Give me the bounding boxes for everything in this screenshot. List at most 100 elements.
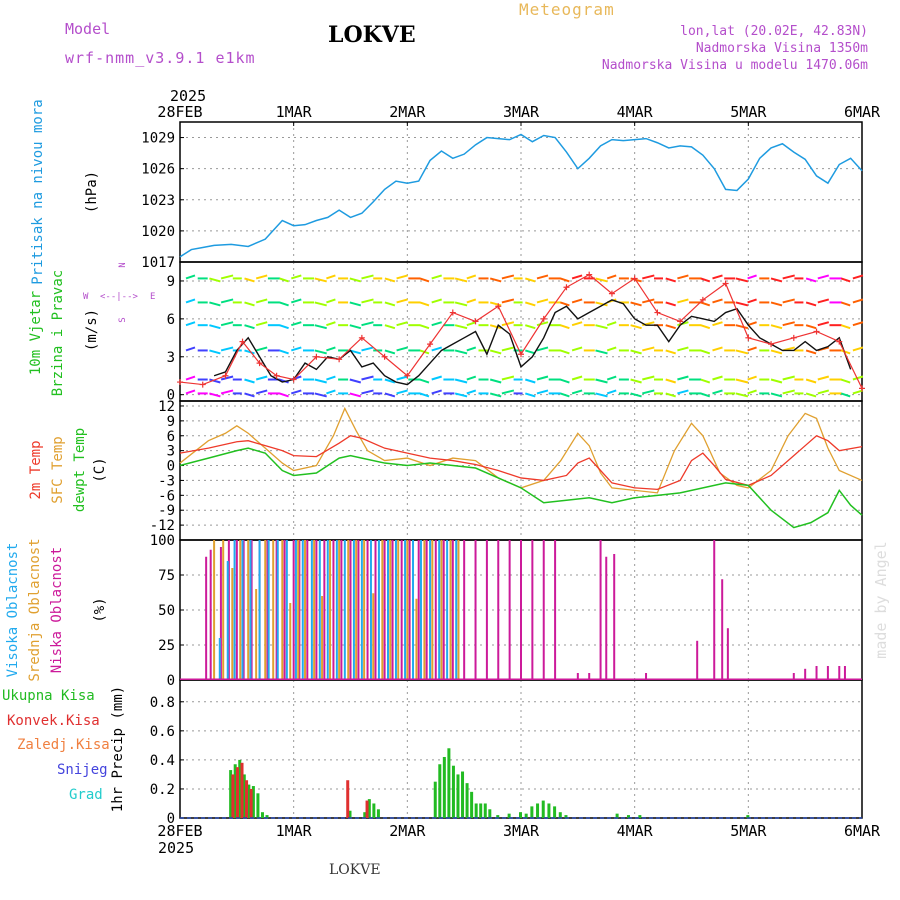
wind-barb bbox=[454, 378, 468, 384]
precip-bar bbox=[465, 783, 469, 818]
wind-barb bbox=[279, 277, 289, 283]
wind-barb bbox=[220, 321, 234, 327]
wind-barb bbox=[817, 375, 830, 381]
wind-barb bbox=[571, 321, 583, 327]
wind-barb bbox=[852, 375, 864, 381]
wind-barb bbox=[466, 298, 477, 304]
wind-barb bbox=[209, 324, 221, 330]
wind-barb bbox=[852, 274, 864, 280]
temp-2m-line bbox=[179, 434, 863, 491]
wind-barb bbox=[606, 389, 617, 395]
y-tick-label: 9 bbox=[167, 274, 175, 290]
wind-barb bbox=[747, 375, 757, 381]
y-tick-label: 0.2 bbox=[150, 782, 175, 798]
precip-bar bbox=[479, 803, 483, 818]
wind-barb bbox=[805, 378, 817, 384]
wind-barb bbox=[501, 346, 515, 352]
x-tick-label-bottom: 5MAR bbox=[730, 822, 767, 840]
wind-barb bbox=[747, 321, 757, 327]
x-tick-label-bottom: 2MAR bbox=[389, 822, 426, 840]
precip-bar bbox=[229, 770, 233, 818]
wind-barb bbox=[770, 277, 783, 283]
wind-barb bbox=[852, 298, 864, 304]
wind-barb bbox=[560, 277, 570, 283]
wind-barb bbox=[361, 346, 374, 352]
precip-bar bbox=[438, 764, 442, 818]
wind-barb bbox=[431, 321, 442, 327]
y-tick-label: 1020 bbox=[141, 224, 175, 240]
precip-bar bbox=[235, 767, 239, 818]
y-tick-label: 1023 bbox=[141, 193, 175, 209]
precip-legend-4: Grad bbox=[69, 787, 103, 803]
gust-marker bbox=[654, 309, 661, 316]
wind-barb bbox=[431, 375, 442, 381]
precip-bar bbox=[638, 815, 642, 818]
precip-bar bbox=[442, 756, 446, 818]
wind-barb bbox=[501, 321, 515, 327]
wind-barb bbox=[677, 346, 689, 352]
wind-barb bbox=[782, 321, 795, 327]
wind-barb bbox=[747, 389, 757, 395]
wind-barb bbox=[700, 277, 711, 283]
wind-barb bbox=[255, 375, 268, 381]
model-altitude: Nadmorska Visina u modelu 1470.06m bbox=[601, 58, 868, 73]
pressure-label: Pritisak na nivou mora bbox=[30, 99, 46, 284]
precip-bar bbox=[524, 813, 528, 818]
wind-barb bbox=[314, 301, 327, 307]
station-title: LOKVE bbox=[328, 22, 416, 48]
precip-bar bbox=[474, 803, 478, 818]
wind-barb bbox=[595, 392, 608, 398]
wind-barb bbox=[349, 392, 362, 398]
wind-barb bbox=[279, 392, 289, 398]
y-tick-label: 1017 bbox=[141, 255, 175, 271]
dewpoint-label: dewpt Temp bbox=[72, 428, 88, 512]
wind-barb bbox=[840, 378, 851, 384]
wind-barb bbox=[185, 346, 196, 352]
wind-barb bbox=[255, 346, 268, 352]
wind-barb bbox=[454, 277, 468, 283]
gust-marker bbox=[404, 372, 411, 379]
wind-barb bbox=[665, 324, 676, 330]
wind-barb bbox=[244, 277, 255, 283]
wind-barb bbox=[419, 277, 430, 283]
wind-barb bbox=[349, 378, 362, 384]
y-tick-label: 3 bbox=[167, 444, 175, 460]
wind-barb bbox=[595, 324, 608, 330]
wind-barb bbox=[805, 392, 817, 398]
gust-marker bbox=[381, 353, 388, 360]
wind-barb bbox=[279, 301, 289, 307]
wind-barb bbox=[314, 349, 327, 355]
wind-unit: (m/s) bbox=[84, 309, 100, 351]
wind-gust-line bbox=[179, 273, 863, 389]
precip-bar bbox=[488, 809, 492, 818]
wind-barb bbox=[489, 301, 502, 307]
wind-barb bbox=[419, 392, 430, 398]
wind-barb bbox=[220, 389, 234, 395]
y-tick-label: -3 bbox=[158, 473, 175, 489]
x-tick-label-bottom: 4MAR bbox=[617, 822, 654, 840]
wind-barb bbox=[805, 324, 817, 330]
wind-speed-line bbox=[213, 299, 852, 386]
precip-bar bbox=[461, 771, 465, 818]
gust-marker bbox=[745, 334, 752, 341]
precip-bar bbox=[447, 748, 451, 818]
precip-bar bbox=[541, 800, 545, 818]
precip-bar bbox=[626, 815, 630, 818]
wind-barb bbox=[244, 301, 255, 307]
wind-barb bbox=[525, 349, 536, 355]
wind-barb bbox=[314, 392, 327, 398]
y-tick-label: 0 bbox=[167, 673, 175, 689]
wind-barb bbox=[606, 346, 617, 352]
wind-barb bbox=[501, 274, 515, 280]
meteogram-title: Meteogram bbox=[519, 0, 615, 19]
dewpoint-line bbox=[179, 447, 863, 529]
wind-barb bbox=[244, 392, 255, 398]
wind-barb bbox=[384, 277, 396, 283]
x-tick-label-top: 5MAR bbox=[730, 103, 767, 121]
wind-barb bbox=[852, 321, 864, 327]
y-tick-label: 1029 bbox=[141, 131, 175, 147]
wind-barb bbox=[244, 378, 255, 384]
y-tick-label: 0 bbox=[167, 459, 175, 475]
wind-barb bbox=[291, 389, 302, 395]
gust-marker bbox=[859, 385, 865, 392]
